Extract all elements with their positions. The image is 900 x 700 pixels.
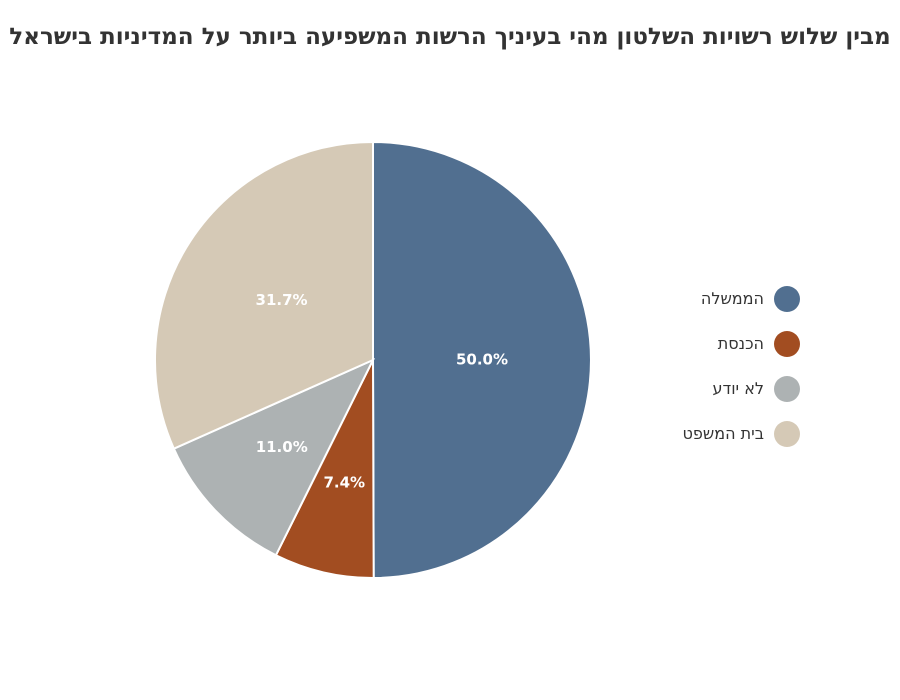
legend: הממשלה הכנסת לא יודע בית המשפט (640, 276, 800, 456)
legend-item[interactable]: הכנסת (640, 321, 800, 366)
legend-label: לא יודע (712, 379, 764, 398)
pie-slice[interactable] (154, 140, 374, 451)
pie-labels: 50.0% 7.4% 11.0% 31.7% (256, 291, 508, 491)
legend-label: הכנסת (717, 334, 764, 353)
legend-swatch (774, 285, 800, 312)
legend-swatch (774, 420, 800, 447)
legend-label: הממשלה (700, 289, 764, 308)
pie-slices (154, 140, 593, 580)
legend-swatch (774, 375, 800, 402)
legend-swatch (774, 330, 800, 357)
pie-slice[interactable] (372, 140, 593, 580)
legend-item[interactable]: בית המשפט (640, 411, 800, 456)
pie-slice[interactable] (274, 359, 375, 579)
slice-value-label: 31.7% (256, 291, 308, 309)
legend-label: בית המשפט (682, 424, 764, 443)
slice-value-label: 11.0% (256, 438, 308, 456)
legend-item[interactable]: הממשלה (640, 276, 800, 321)
chart-title: מבין שלוש רשויות השלטון מהי בעיניך הרשות… (9, 24, 891, 50)
pie-slice[interactable] (172, 357, 376, 557)
slice-value-label: 7.4% (323, 474, 365, 492)
slice-value-label: 50.0% (456, 350, 508, 368)
legend-item[interactable]: לא יודע (640, 366, 800, 411)
